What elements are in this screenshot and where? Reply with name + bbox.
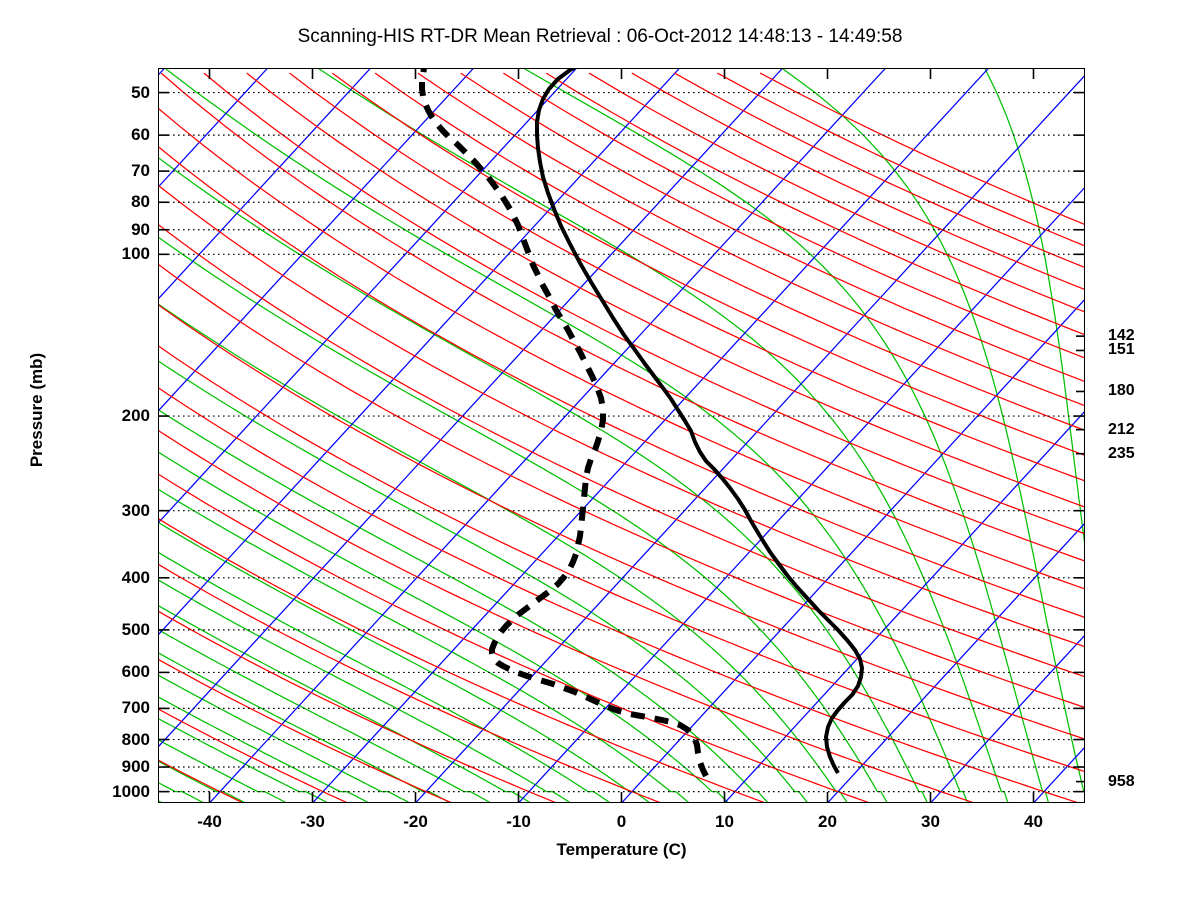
dry-adiabat-line — [158, 563, 662, 803]
dry-adiabat-line — [289, 72, 1085, 482]
plot-area — [158, 68, 1085, 803]
isotherm-lines — [158, 68, 1085, 803]
mixing-ratio-line — [158, 674, 411, 803]
dry-adiabat-line — [246, 72, 1085, 508]
isotherm-line — [621, 298, 1085, 803]
dry-adiabat-line — [158, 610, 557, 803]
isotherm-line — [158, 68, 372, 301]
mixing-ratio-line — [158, 579, 572, 803]
sounding-profiles — [419, 68, 864, 778]
retrieval-level-label: 151 — [1108, 341, 1135, 359]
x-tick-label: -40 — [197, 812, 222, 831]
y-tick-label: 90 — [131, 219, 150, 239]
mixing-ratio-line — [158, 408, 769, 803]
plot-frame — [158, 68, 1085, 803]
temperature-profile-line — [535, 68, 864, 774]
x-tick-label: -10 — [506, 812, 531, 831]
plot-canvas — [158, 68, 1085, 803]
dry-adiabat-line — [417, 72, 1085, 407]
dry-adiabat-line — [460, 72, 1085, 383]
dry-adiabat-line — [158, 517, 766, 803]
mixing-ratio-line — [158, 551, 611, 803]
y-tick-label: 900 — [121, 757, 150, 777]
dry-adiabat-line — [203, 72, 1085, 535]
y-tick-label: 100 — [121, 244, 150, 264]
skewt-svg — [158, 68, 1085, 803]
x-tick-label: -20 — [403, 812, 428, 831]
retrieval-level-label: 958 — [1108, 772, 1135, 790]
y-tick-label: 500 — [121, 619, 150, 639]
dry-adiabat-line — [158, 708, 348, 803]
mixing-ratio-line — [158, 651, 451, 803]
isotherm-line — [312, 68, 990, 803]
mixing-ratio-line — [984, 68, 1085, 552]
y-tick-label: 800 — [121, 729, 150, 749]
dry-adiabat-line — [158, 429, 975, 803]
x-tick-label: 30 — [921, 812, 940, 831]
mixing-ratio-line — [158, 360, 809, 803]
x-axis-tick-labels: -40 -30 -20 -10 0 10 20 30 40 — [158, 812, 1085, 842]
isotherm-line — [158, 68, 681, 636]
x-tick-label: 20 — [818, 812, 837, 831]
dry-adiabat-line — [158, 303, 1085, 740]
mixing-ratio-line — [158, 303, 848, 803]
mixing-ratio-line — [158, 628, 492, 803]
isotherm-line — [415, 74, 1085, 803]
isotherm-line — [158, 68, 578, 525]
mixing-ratio-line — [164, 68, 969, 803]
axis-ticks — [158, 68, 1085, 803]
mixing-ratio-line — [158, 739, 288, 803]
mixing-ratio-line — [158, 451, 730, 803]
mixing-ratio-line — [158, 760, 246, 803]
y-axis-tick-labels: 50 60 70 80 90 100 200 300 400 500 600 700 800 900 100… — [0, 68, 150, 803]
isotherm-line — [827, 522, 1085, 803]
y-tick-label: 600 — [121, 662, 150, 682]
mixing-ratio-line — [158, 696, 370, 803]
dry-adiabat-line — [158, 107, 1085, 590]
retrieval-level-label: 212 — [1108, 420, 1135, 438]
isotherm-line — [930, 634, 1085, 803]
isotherm-line — [158, 68, 475, 413]
chart-title: Scanning-HIS RT-DR Mean Retrieval : 06-O… — [297, 26, 903, 47]
mixing-ratio-line — [522, 68, 1050, 803]
x-axis-title: Temperature (C) — [556, 840, 687, 859]
isotherm-line — [209, 68, 887, 803]
isotherm-line — [724, 410, 1085, 803]
dry-adiabat-line — [331, 72, 1085, 457]
isotherm-line — [518, 186, 1085, 803]
y-tick-label: 80 — [131, 192, 150, 212]
retrieval-level-labels: 142 151 180 212 235 958 — [1108, 68, 1198, 803]
dewpoint-profile-line — [419, 68, 709, 778]
retrieval-level-label: 180 — [1108, 382, 1135, 400]
y-tick-label: 70 — [131, 161, 150, 181]
dry-adiabat-line — [503, 72, 1085, 359]
y-tick-label: 50 — [131, 82, 150, 102]
dry-adiabat-line — [545, 72, 1085, 336]
dry-adiabat-line — [158, 223, 1085, 678]
y-tick-label: 60 — [131, 125, 150, 145]
y-tick-label: 1000 — [112, 781, 150, 801]
y-tick-label: 400 — [121, 567, 150, 587]
mixing-ratio-line — [781, 68, 1085, 793]
mixing-ratio-line — [158, 604, 532, 803]
dry-adiabat-line — [158, 145, 1085, 619]
dry-adiabat-line — [374, 72, 1085, 432]
dry-adiabat-line — [158, 184, 1085, 648]
mixing-ratio-line — [158, 521, 651, 803]
x-tick-label: 10 — [715, 812, 734, 831]
retrieval-level-label: 235 — [1108, 444, 1135, 462]
retrieval-level-label: 142 — [1108, 327, 1135, 345]
x-tick-label: -30 — [300, 812, 325, 831]
mixing-ratio-line — [317, 68, 1009, 803]
y-tick-label: 700 — [121, 698, 150, 718]
isotherm-line — [158, 68, 784, 748]
mixing-ratio-line — [158, 717, 329, 803]
y-tick-label: 300 — [121, 500, 150, 520]
x-tick-label: 0 — [616, 812, 627, 831]
y-tick-label: 200 — [121, 406, 150, 426]
x-tick-label: 40 — [1024, 812, 1043, 831]
